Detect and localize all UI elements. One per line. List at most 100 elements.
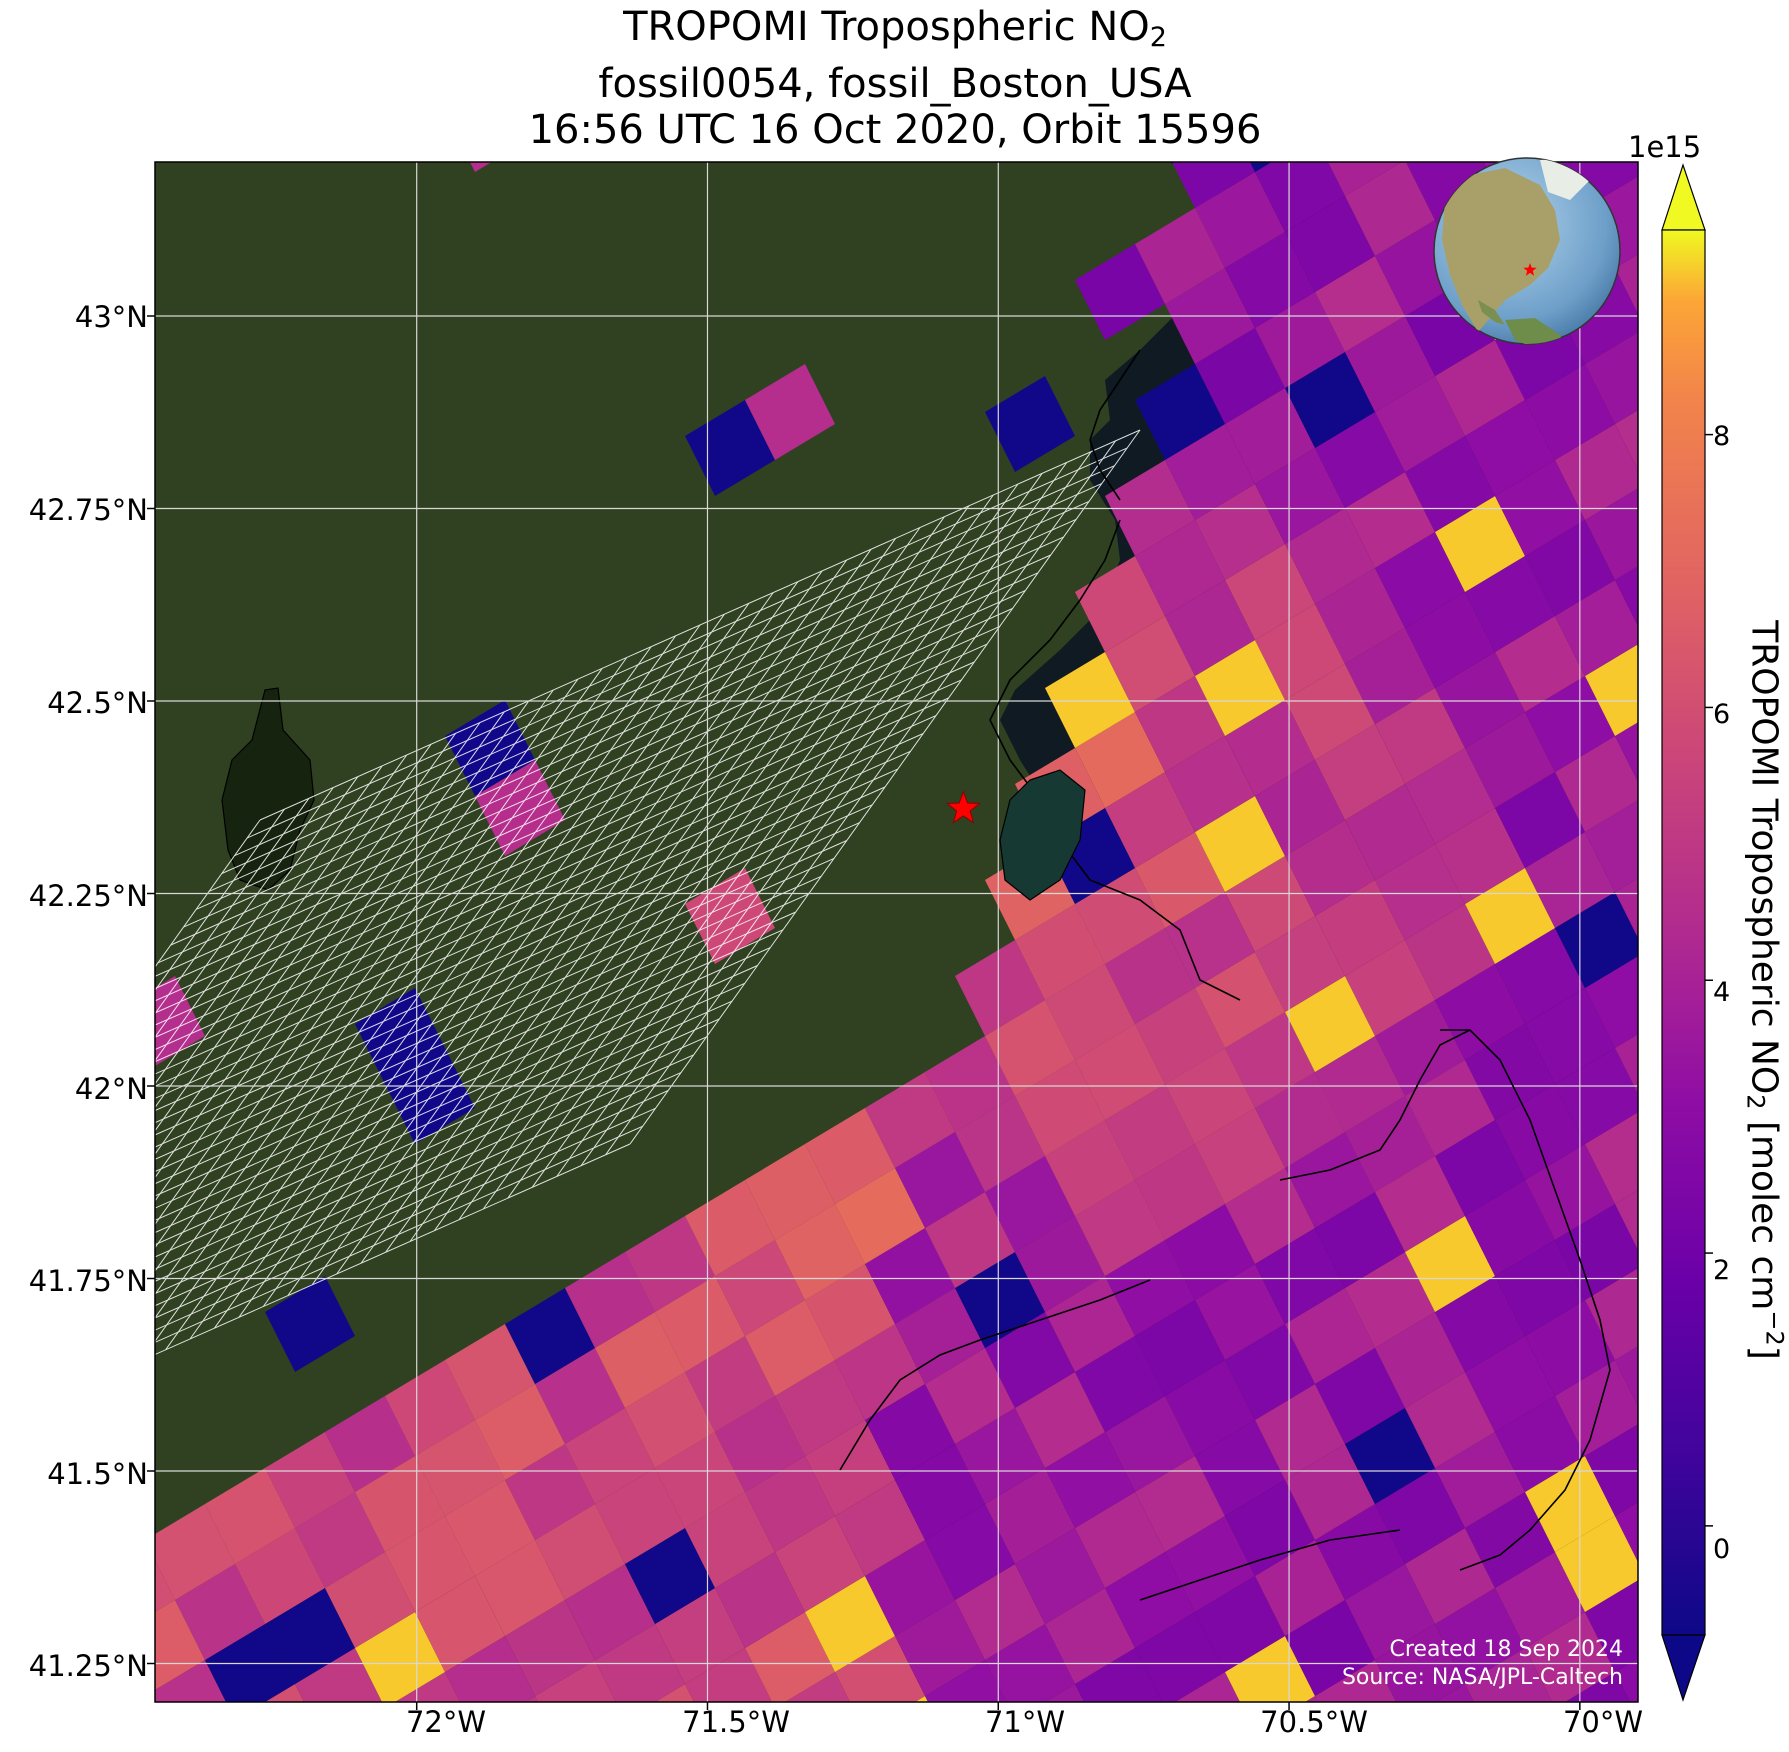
colorbar-tick-4: 4 — [1713, 977, 1731, 1008]
no2-pixel — [1045, 1684, 1084, 1702]
no2-pixel — [985, 1156, 1075, 1252]
no2-pixel — [685, 1648, 772, 1702]
no2-pixel — [625, 1372, 715, 1468]
target-grid-line — [155, 776, 359, 1062]
no2-pixel — [475, 1540, 565, 1636]
target-grid-line — [259, 429, 1141, 821]
no2-pixel — [895, 1288, 985, 1384]
no2-pixel — [1015, 1528, 1105, 1624]
no2-pixel — [1075, 712, 1165, 808]
no2-pixel — [1045, 1276, 1135, 1372]
no2-pixel — [745, 364, 835, 460]
colorbar-tick-6: 6 — [1713, 699, 1731, 730]
no2-pixel — [1565, 1672, 1630, 1702]
target-grid-line — [155, 661, 975, 1026]
no2-pixel — [1555, 1204, 1638, 1300]
no2-pixel — [1225, 1012, 1315, 1108]
no2-pixel — [1195, 1420, 1285, 1516]
no2-pixel — [895, 1600, 985, 1696]
central-america-land — [1478, 300, 1505, 325]
no2-pixel — [1555, 580, 1638, 676]
no2-pixel — [565, 1252, 655, 1348]
no2-pixel — [1375, 532, 1465, 628]
no2-pixel — [1525, 364, 1615, 460]
no2-pixel — [1585, 800, 1638, 892]
no2-pixel — [655, 1684, 694, 1702]
no2-pixel — [895, 1444, 985, 1540]
target-grid-line — [155, 754, 408, 1109]
no2-pixel — [1585, 1112, 1638, 1204]
no2-pixel — [1525, 1300, 1615, 1396]
no2-pixel — [1045, 652, 1135, 748]
no2-pixel — [1435, 1432, 1525, 1528]
no2-pixel — [1555, 1360, 1638, 1456]
target-grid-line — [155, 1018, 720, 1270]
lat-label-43: 43°N — [74, 300, 148, 334]
no2-pixel — [1225, 544, 1315, 640]
no2-pixel — [1435, 1588, 1525, 1684]
no2-pixel — [955, 1408, 1045, 1504]
no2-pixel — [1225, 1636, 1315, 1702]
source-credit: Source: NASA/JPL-Caltech — [1341, 1665, 1623, 1690]
no2-pixel — [235, 1528, 325, 1624]
target-grid-line — [155, 643, 988, 1014]
target-grid-line — [155, 765, 383, 1085]
target-grid-line — [155, 715, 937, 1063]
target-grid-line — [247, 447, 1128, 839]
no2-pixel — [805, 1576, 895, 1672]
no2-pixel — [1255, 162, 1345, 232]
no2-pixel — [1195, 640, 1285, 736]
no2-pixel — [1075, 1648, 1162, 1702]
no2-pixel — [925, 1348, 1015, 1444]
lat-label-41-25: 41.25°N — [28, 1649, 148, 1683]
no2-pixel — [1405, 1060, 1495, 1156]
no2-pixel — [1105, 772, 1195, 868]
no2-pixel — [295, 1492, 385, 1588]
no2-pixel — [1495, 1084, 1585, 1180]
no2-pixel — [745, 1144, 835, 1240]
no2-pixel — [1195, 1576, 1285, 1672]
quabbin-reservoir — [221, 687, 315, 891]
no2-pixel — [1375, 688, 1465, 784]
no2-pixel — [785, 1672, 850, 1702]
no2-pixel — [1045, 1120, 1135, 1216]
no2-pixel — [1495, 1396, 1585, 1492]
no2-pixel — [525, 1696, 538, 1702]
no2-pixel — [355, 1456, 445, 1552]
no2-pixel — [1495, 616, 1585, 712]
no2-pixel — [1135, 676, 1225, 772]
plot-title: TROPOMI Tropospheric NO2 fossil0054, fos… — [155, 4, 1635, 153]
no2-pixel — [385, 1516, 475, 1612]
no2-pixel — [1195, 1264, 1285, 1360]
no2-pixel — [155, 1660, 226, 1702]
no2-pixel — [55, 388, 145, 484]
no2-pixel — [1465, 1648, 1552, 1702]
target-grid-line — [155, 798, 310, 1015]
no2-pixel — [625, 1528, 715, 1624]
no2-pixel — [1405, 904, 1495, 1000]
target-star-icon — [945, 790, 981, 824]
no2-pixel — [775, 1360, 865, 1456]
no2-pixel — [1045, 1588, 1135, 1684]
no2-pixel — [835, 1636, 925, 1702]
no2-pixel — [1615, 722, 1638, 782]
no2-pixel — [865, 1540, 955, 1636]
no2-pixel — [1195, 328, 1285, 424]
no2-pixel — [1465, 868, 1555, 964]
no2-pixel — [955, 1252, 1045, 1348]
no2-pixel — [1525, 1456, 1615, 1552]
no2-pixel — [565, 1408, 655, 1504]
target-grid-line — [155, 875, 822, 1173]
target-grid-line — [155, 1143, 631, 1356]
no2-pixel — [895, 1132, 985, 1228]
no2-pixel — [85, 1696, 175, 1752]
no2-pixel — [1435, 1120, 1525, 1216]
no2-pixel — [1315, 1660, 1396, 1702]
no2-pixel — [1435, 340, 1525, 436]
target-grid-line — [155, 857, 835, 1160]
target-grid-line — [155, 697, 950, 1051]
lon-label-70-5: 70.5°W — [1260, 1705, 1368, 1739]
title-line-3: 16:56 UTC 16 Oct 2020, Orbit 15596 — [528, 107, 1262, 153]
no2-pixel — [1345, 1408, 1435, 1504]
